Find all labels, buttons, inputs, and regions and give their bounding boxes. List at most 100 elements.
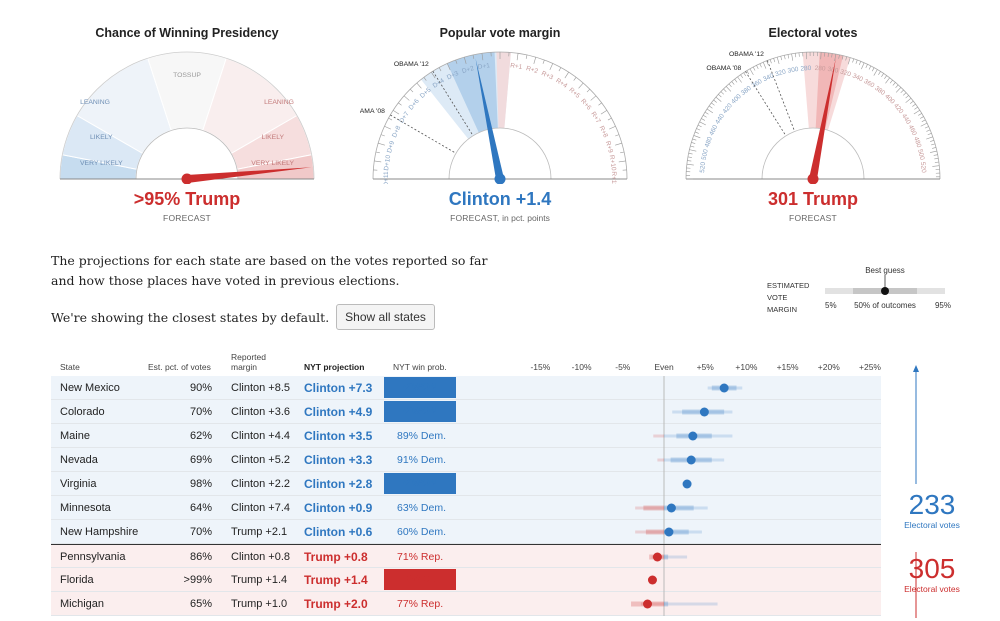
electoral-tick-mark (734, 78, 738, 83)
nyt-projection: Clinton +4.9 (304, 405, 373, 419)
popular-tick-label: R+3 (540, 70, 554, 82)
electoral-tick-mark (737, 76, 742, 83)
outer-range-bar (664, 530, 702, 534)
popular-tick-label: R+1 (510, 62, 523, 71)
est-pct-votes: 69% (189, 454, 212, 466)
outer-range-bar (664, 506, 708, 510)
electoral-tick-mark (791, 53, 794, 61)
electoral-tick-mark (766, 60, 769, 65)
even-line (663, 400, 665, 424)
row-margin-chart (653, 424, 733, 448)
legend-dot (881, 287, 889, 295)
popular-ref-label: OBAMA '08 (360, 108, 385, 115)
electoral-tick-mark (845, 56, 847, 61)
nyt-projection: Clinton +2.8 (304, 477, 373, 491)
electoral-tick-mark (787, 54, 790, 59)
electoral-tick-mark (926, 136, 933, 140)
electoral-tick-mark (759, 63, 762, 68)
nyt-projection: Trump +2.0 (304, 597, 368, 611)
table-row: Florida >99% Trump +1.4 Trump +1.4 ✔WON (51, 568, 881, 592)
electoral-tick-label: 320 (839, 68, 852, 78)
electoral-tick-mark (873, 69, 878, 76)
electoral-tick-label: 420 (892, 102, 905, 115)
electoral-tick-label: 300 (827, 66, 839, 75)
electoral-tick-mark (699, 121, 706, 126)
electoral-tick-mark (697, 124, 702, 128)
popular-tick-label: R+6 (579, 98, 592, 112)
chance-band-label-3: TOSSUP (173, 72, 201, 79)
projection-dot (647, 575, 657, 585)
legend-vote: VOTE (767, 293, 787, 302)
electoral-tick-mark (903, 92, 907, 96)
popular-vote-gauge: Popular vote margin D+11 D+10 D+9 D+8 D+7 D+6… (360, 26, 640, 223)
won-badge: ✔WON (384, 401, 456, 422)
electoral-ref-label: OBAMA '12 (729, 51, 764, 58)
electoral-tick-mark (932, 165, 940, 167)
win-probability: 77% Rep. (397, 598, 444, 610)
electoral-tick-mark (905, 95, 909, 99)
table-row: Pennsylvania 86% Clinton +0.8 Trump +0.8 71%… (51, 544, 881, 569)
row-margin-chart (657, 448, 725, 472)
electoral-votes-gauge-subtitle: FORECAST (789, 213, 837, 223)
electoral-gauge-outline (685, 51, 941, 180)
projection-dot (666, 503, 676, 513)
est-pct-votes: 86% (189, 551, 212, 563)
reported-margin: Clinton +3.6 (231, 406, 291, 418)
show-all-states-button[interactable]: Show all states (336, 304, 435, 330)
electoral-tick-mark (913, 109, 920, 115)
electoral-tick-mark (926, 129, 931, 132)
rep-electoral-total: 305 Electoral votes (882, 554, 982, 595)
outer-range-bar (664, 555, 688, 559)
popular-vote-subtitle-main: FORECAST, (450, 213, 500, 223)
electoral-tick-label: 440 (714, 112, 726, 125)
electoral-tick-mark (794, 53, 797, 58)
won-badge: ✔WON (384, 473, 456, 494)
chance-gauge-value: >95% Trump (133, 189, 241, 209)
legend-margin: MARGIN (767, 305, 797, 314)
legend-p5: 5% (825, 301, 837, 310)
dem-electoral-label: Electoral votes (904, 520, 960, 530)
electoral-tick-label: 360 (863, 78, 876, 90)
electoral-tick-mark (892, 82, 896, 86)
electoral-tick-mark (720, 91, 724, 95)
electoral-votes-gauge-title: Electoral votes (768, 26, 858, 40)
popular-tick-mark (600, 110, 608, 115)
electoral-tick-label: 520 (919, 162, 927, 174)
dem-electoral-number: 233 (908, 489, 956, 520)
electoral-tick-mark (931, 143, 936, 146)
electoral-tick-mark (708, 105, 713, 109)
default-states-note: We're showing the closest states by defa… (51, 304, 435, 330)
popular-tick-label: R+11 (610, 171, 617, 184)
default-states-text: We're showing the closest states by defa… (51, 310, 330, 325)
electoral-tick-mark (930, 140, 935, 142)
electoral-tick-label: 340 (851, 72, 864, 83)
popular-tick-mark (380, 134, 385, 137)
reported-margin: Trump +1.0 (231, 598, 288, 610)
outer-range-bar (664, 434, 733, 438)
nyt-projection: Clinton +7.3 (304, 381, 373, 395)
popular-needle-hub (494, 173, 506, 184)
electoral-tick-label: 460 (708, 124, 719, 137)
electoral-ref-line (744, 69, 786, 135)
popular-tick-mark (438, 67, 442, 72)
row-margin-chart (631, 592, 718, 616)
electoral-tick-mark (701, 118, 705, 121)
electoral-tick-mark (933, 154, 938, 156)
won-badge: ✔WON (384, 569, 456, 590)
popular-tick-mark (578, 82, 584, 89)
row-margin-chart (663, 376, 743, 400)
popular-tick-label: D+7 (398, 110, 411, 124)
state-name: Colorado (60, 406, 105, 418)
popular-tick-mark (618, 160, 626, 163)
electoral-tick-mark (773, 58, 776, 63)
outer-range-bar (653, 434, 664, 438)
popular-tick-label: D+10 (383, 154, 392, 171)
est-pct-votes: 62% (189, 430, 212, 442)
row-margin-chart (647, 568, 665, 592)
win-probability: 63% Dem. (397, 502, 447, 514)
projection-dot (652, 552, 662, 562)
electoral-tick-mark (934, 158, 939, 160)
table-row: Michigan 65% Trump +1.0 Trump +2.0 77% Rep. (51, 592, 881, 616)
projection-dot (719, 383, 729, 393)
